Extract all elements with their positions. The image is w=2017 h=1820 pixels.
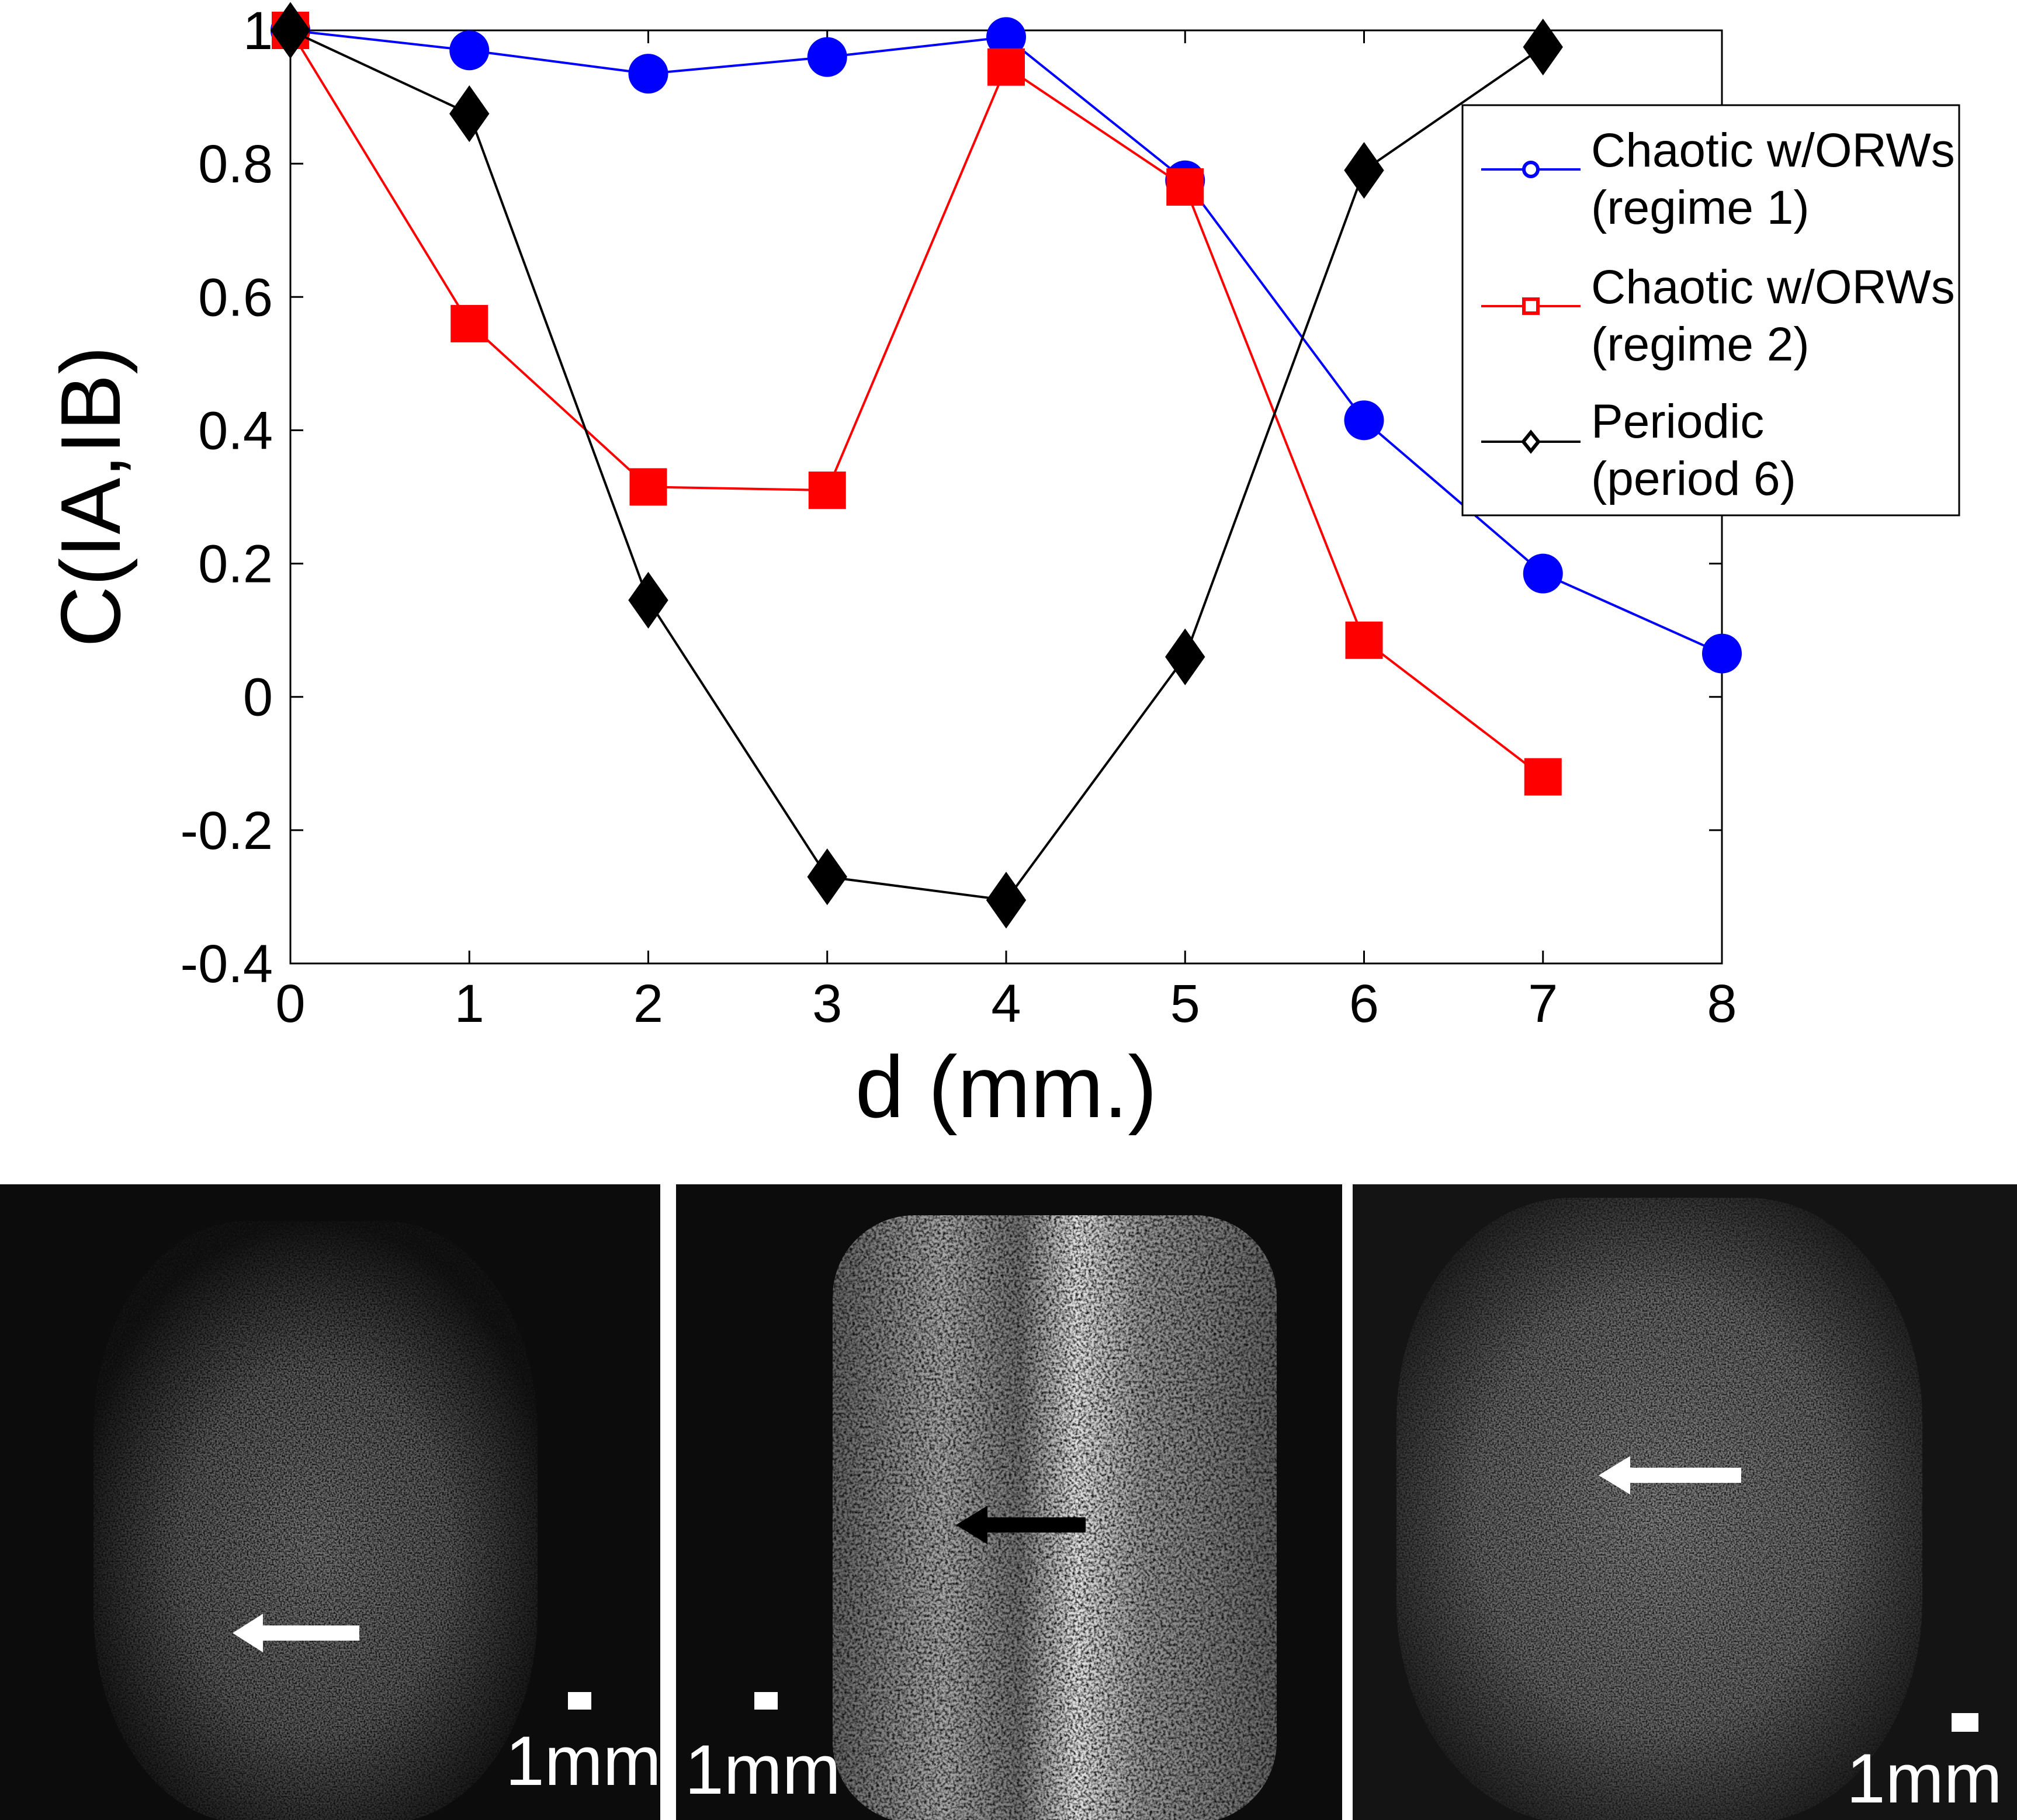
data-point [1702, 633, 1742, 674]
legend: Chaotic w/ORWs(regime 1)Chaotic w/ORWs(r… [1461, 104, 1960, 516]
x-tick-label: 7 [1528, 974, 1558, 1034]
y-tick-label: -0.2 [180, 801, 273, 861]
series-2 [272, 12, 1562, 796]
data-point [1523, 553, 1563, 594]
scale-bar-1 [568, 1692, 591, 1710]
data-point [807, 848, 847, 906]
arrow-indicator-1 [233, 1614, 359, 1652]
x-tick-label: 8 [1707, 974, 1737, 1034]
speckle-panel-3: 1mm [1353, 1184, 2017, 1820]
data-point [1524, 758, 1562, 796]
data-point [1344, 400, 1384, 441]
series-layer [270, 2, 1742, 929]
data-point [449, 85, 490, 143]
data-point [450, 304, 488, 342]
x-tick-label: 3 [812, 974, 842, 1034]
legend-marker [1522, 161, 1540, 178]
speckle-panel-2: 1mm [676, 1184, 1342, 1820]
x-tick-label: 5 [1170, 974, 1200, 1034]
x-tick-label: 4 [991, 974, 1021, 1034]
data-point [1165, 628, 1205, 685]
x-tick-label: 0 [275, 974, 305, 1034]
speckle-spot-3 [1396, 1198, 1922, 1820]
data-point [270, 2, 311, 59]
series-3 [270, 2, 1563, 929]
data-point [629, 468, 667, 506]
legend-sublabel: (regime 1) [1591, 181, 1810, 234]
y-axis-ticks: 1 0.8 0.6 0.4 0.2 0 -0.2 -0.4 [180, 1, 1722, 994]
data-point [986, 17, 1026, 57]
y-tick-label: 0 [243, 668, 273, 727]
legend-sublabel: (period 6) [1591, 452, 1796, 505]
data-point [1523, 18, 1563, 76]
scale-label-3: 1mm [1846, 1739, 2002, 1818]
scale-label-2: 1mm [685, 1731, 841, 1809]
y-tick-label: 0.6 [198, 268, 273, 327]
scale-label-1: 1mm [505, 1722, 661, 1800]
data-point [986, 872, 1027, 929]
x-tick-label: 6 [1349, 974, 1379, 1034]
legend-item-3: Periodic(period 6) [1481, 395, 1796, 505]
y-tick-label: 0.8 [198, 134, 273, 194]
x-tick-label: 1 [455, 974, 484, 1034]
series-line-2 [289, 29, 1544, 778]
scale-bar-3 [1952, 1713, 1978, 1732]
data-point [808, 472, 846, 509]
arrow-indicator-3 [1599, 1456, 1741, 1495]
y-tick-label: -0.4 [180, 934, 273, 994]
data-point [1345, 621, 1383, 659]
legend-marker [1522, 297, 1540, 315]
data-point [628, 571, 668, 629]
x-tick-label: 2 [633, 974, 663, 1034]
data-point [1344, 141, 1384, 199]
x-axis-ticks: 0 1 2 3 4 5 6 7 8 [275, 30, 1737, 1034]
speckle-panel-1: 1mm [0, 1184, 661, 1820]
legend-label: Periodic [1591, 395, 1764, 448]
legend-item-2: Chaotic w/ORWs(regime 2) [1481, 261, 1955, 371]
y-tick-label: 0.4 [198, 401, 273, 460]
x-axis-title: d (mm.) [855, 1038, 1157, 1136]
legend-box [1461, 104, 1960, 516]
series-line-3 [290, 29, 1544, 902]
scale-bar-2 [754, 1692, 778, 1710]
y-axis-title: C(IA,IB) [43, 346, 138, 647]
legend-label: Chaotic w/ORWs [1591, 261, 1955, 314]
y-tick-label: 0.2 [198, 535, 273, 594]
speckle-spot-1 [93, 1221, 538, 1820]
correlation-chart: 0 1 2 3 4 5 6 7 8 1 0.8 0.6 0.4 0.2 0 -0.2 -0.4 d (mm.)… [43, 1, 1960, 1136]
data-point [987, 48, 1025, 86]
data-point [628, 54, 668, 94]
y-tick-label: 1 [243, 1, 273, 61]
data-point [807, 37, 847, 77]
speckle-image-panels: 1mm 1mm 1mm [0, 1184, 2017, 1820]
data-point [1166, 168, 1204, 206]
legend-item-1: Chaotic w/ORWs(regime 1) [1481, 124, 1955, 234]
arrow-indicator-2 [956, 1506, 1086, 1544]
legend-sublabel: (regime 2) [1591, 318, 1810, 371]
legend-marker [1521, 429, 1541, 454]
data-point [449, 30, 490, 71]
legend-label: Chaotic w/ORWs [1591, 124, 1955, 177]
